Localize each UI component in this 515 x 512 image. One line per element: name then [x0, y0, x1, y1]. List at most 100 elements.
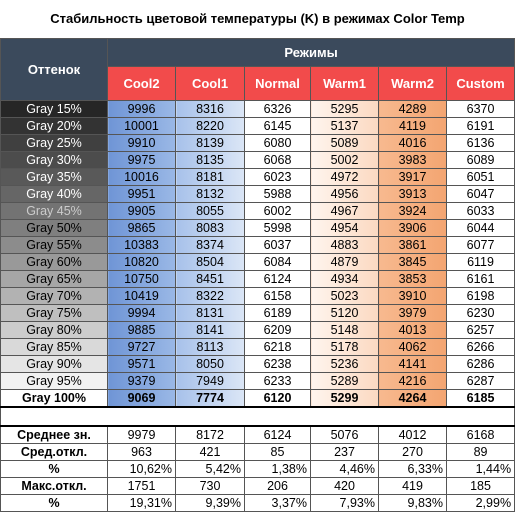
value-cell: 9379: [107, 372, 176, 390]
value-cell: 8131: [175, 304, 245, 322]
value-cell: 4954: [310, 219, 379, 237]
value-cell: 10383: [107, 236, 176, 254]
value-cell: 10750: [107, 270, 176, 288]
value-cell: 6233: [244, 372, 311, 390]
row-label: Gray 85%: [0, 338, 108, 356]
row-label: Gray 40%: [0, 185, 108, 203]
value-cell: 8220: [175, 117, 245, 135]
row-label: Gray 75%: [0, 304, 108, 322]
value-cell: 3861: [378, 236, 447, 254]
stat-cell: 7,93%: [310, 494, 379, 512]
stat-label: Сред.откл.: [0, 443, 108, 461]
value-cell: 6002: [244, 202, 311, 220]
data-row: Gray 95% 9379 7949 6233 5289 4216 6287: [0, 372, 515, 390]
value-cell: 5120: [310, 304, 379, 322]
row-label: Gray 100%: [0, 389, 108, 408]
row-label: Gray 45%: [0, 202, 108, 220]
value-cell: 3917: [378, 168, 447, 186]
row-label: Gray 60%: [0, 253, 108, 271]
value-cell: 5023: [310, 287, 379, 305]
title: Стабильность цветовой температуры (K) в …: [50, 11, 465, 26]
value-cell: 6198: [445, 287, 515, 305]
row-label: Gray 15%: [0, 100, 108, 118]
column-header: Cool2: [107, 66, 176, 101]
stat-cell: 8172: [175, 425, 245, 444]
value-cell: 6145: [244, 117, 311, 135]
stat-row: Сред.откл. 963 421 85 237 270 89: [0, 443, 515, 461]
stat-label: Среднее зн.: [0, 425, 108, 444]
value-cell: 8141: [175, 321, 245, 339]
value-cell: 5998: [244, 219, 311, 237]
value-cell: 5089: [310, 134, 379, 152]
column-header: Cool1: [175, 66, 245, 101]
stat-label: %: [0, 460, 108, 478]
value-cell: 4216: [378, 372, 447, 390]
value-cell: 3979: [378, 304, 447, 322]
stat-row: Среднее зн. 9979 8172 6124 5076 4012 6168: [0, 425, 515, 444]
stat-row: Макс.откл. 1751 730 206 420 419 185: [0, 477, 515, 495]
value-cell: 6370: [445, 100, 515, 118]
value-cell: 6136: [445, 134, 515, 152]
column-header: Warm1: [310, 66, 379, 101]
row-label: Gray 95%: [0, 372, 108, 390]
value-cell: 8050: [175, 355, 245, 373]
row-label: Gray 30%: [0, 151, 108, 169]
stat-cell: 1,44%: [445, 460, 515, 478]
value-cell: 6033: [445, 202, 515, 220]
value-cell: 10419: [107, 287, 176, 305]
value-cell: 8113: [175, 338, 245, 356]
separator: [0, 406, 515, 427]
value-cell: 8135: [175, 151, 245, 169]
stat-cell: 730: [175, 477, 245, 495]
value-cell: 9865: [107, 219, 176, 237]
value-cell: 4934: [310, 270, 379, 288]
value-cell: 4016: [378, 134, 447, 152]
stat-cell: 85: [244, 443, 311, 461]
stat-cell: 237: [310, 443, 379, 461]
value-cell: 9910: [107, 134, 176, 152]
value-cell: 6068: [244, 151, 311, 169]
stat-cell: 270: [378, 443, 447, 461]
value-cell: 6266: [445, 338, 515, 356]
stat-cell: 1,38%: [244, 460, 311, 478]
data-row: Gray 80% 9885 8141 6209 5148 4013 6257: [0, 321, 515, 339]
value-cell: 4883: [310, 236, 379, 254]
value-cell: 6077: [445, 236, 515, 254]
data-row: Gray 40% 9951 8132 5988 4956 3913 6047: [0, 185, 515, 203]
stat-cell: 421: [175, 443, 245, 461]
stat-label: Макс.откл.: [0, 477, 108, 495]
row-label: Gray 25%: [0, 134, 108, 152]
stat-cell: 206: [244, 477, 311, 495]
value-cell: 10016: [107, 168, 176, 186]
value-cell: 8181: [175, 168, 245, 186]
value-cell: 8374: [175, 236, 245, 254]
value-cell: 3853: [378, 270, 447, 288]
stat-cell: 420: [310, 477, 379, 495]
data-row: Gray 45% 9905 8055 6002 4967 3924 6033: [0, 202, 515, 220]
stat-cell: 963: [107, 443, 176, 461]
row-label: Gray 35%: [0, 168, 108, 186]
group-header: Режимы: [106, 38, 515, 67]
data-row: Gray 100% 9069 7774 6120 5299 4264 6185: [0, 389, 515, 408]
value-cell: 6051: [445, 168, 515, 186]
value-cell: 6230: [445, 304, 515, 322]
row-label: Gray 55%: [0, 236, 108, 254]
value-cell: 4956: [310, 185, 379, 203]
value-cell: 6044: [445, 219, 515, 237]
value-cell: 6047: [445, 185, 515, 203]
stat-cell: 10,62%: [107, 460, 176, 478]
stat-cell: 89: [445, 443, 515, 461]
value-cell: 9994: [107, 304, 176, 322]
stat-cell: 6,33%: [378, 460, 447, 478]
value-cell: 3913: [378, 185, 447, 203]
data-row: Gray 30% 9975 8135 6068 5002 3983 6089: [0, 151, 515, 169]
value-cell: 6287: [445, 372, 515, 390]
data-row: Gray 65% 10750 8451 6124 4934 3853 6161: [0, 270, 515, 288]
value-cell: 6257: [445, 321, 515, 339]
stat-cell: 6168: [445, 425, 515, 444]
value-cell: 8139: [175, 134, 245, 152]
stat-cell: 5076: [310, 425, 379, 444]
value-cell: 6119: [445, 253, 515, 271]
corner-header: Оттенок: [0, 38, 108, 101]
